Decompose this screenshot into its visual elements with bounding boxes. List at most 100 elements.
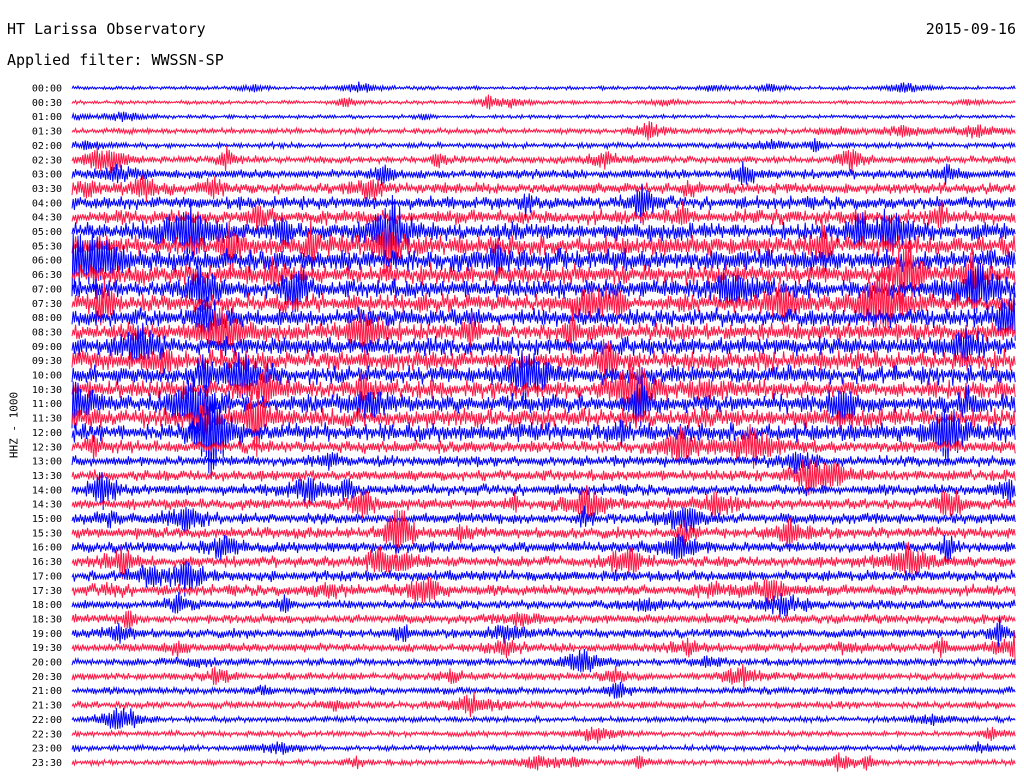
trace-line <box>71 648 1016 673</box>
time-label: 19:30 <box>32 643 62 654</box>
time-label: 21:00 <box>32 686 62 697</box>
time-label: 20:30 <box>32 672 62 683</box>
time-label: 23:30 <box>32 758 62 769</box>
time-label: 11:30 <box>32 414 62 425</box>
trace-line <box>71 577 1016 605</box>
trace-line <box>71 485 1016 522</box>
trace-line <box>71 145 1016 174</box>
time-label: 05:30 <box>32 241 62 252</box>
time-label: 15:30 <box>32 528 62 539</box>
trace-line <box>71 726 1016 744</box>
trace-line <box>71 138 1016 153</box>
time-label: 19:00 <box>32 629 62 640</box>
trace-line <box>71 322 1016 367</box>
time-label: 20:00 <box>32 658 62 669</box>
trace-line <box>71 471 1016 511</box>
trace-line <box>71 183 1016 224</box>
trace-line <box>71 631 1016 664</box>
trace-line <box>71 161 1016 186</box>
time-label: 00:00 <box>32 84 62 95</box>
time-label: 13:00 <box>32 457 62 468</box>
time-label: 17:00 <box>32 571 62 582</box>
time-label: 22:30 <box>32 729 62 740</box>
trace-line <box>71 505 1016 536</box>
time-label: 07:00 <box>32 284 62 295</box>
trace-line <box>71 350 1016 405</box>
time-label: 11:00 <box>32 399 62 410</box>
time-label: 10:30 <box>32 385 62 396</box>
time-label: 01:00 <box>32 112 62 123</box>
time-label: 03:00 <box>32 170 62 181</box>
trace-line <box>71 741 1016 755</box>
trace-line <box>71 681 1016 699</box>
time-label: 13:30 <box>32 471 62 482</box>
time-label: 10:00 <box>32 371 62 382</box>
time-label: 14:00 <box>32 485 62 496</box>
time-label: 12:00 <box>32 428 62 439</box>
time-label: 12:30 <box>32 442 62 453</box>
trace-line <box>71 560 1016 597</box>
filter-label: Applied filter: WWSSN-SP <box>7 51 224 69</box>
trace-line <box>71 390 1016 457</box>
trace-line <box>71 81 1016 93</box>
trace-line <box>71 111 1016 123</box>
time-label: 09:00 <box>32 342 62 353</box>
trace-line <box>71 232 1016 297</box>
trace-line <box>71 541 1016 580</box>
trace-line <box>71 262 1016 319</box>
time-label: 02:30 <box>32 155 62 166</box>
time-label: 03:30 <box>32 184 62 195</box>
trace-line <box>71 591 1016 618</box>
time-label: 15:00 <box>32 514 62 525</box>
time-label: 02:00 <box>32 141 62 152</box>
trace-line <box>71 338 1016 382</box>
time-label: 17:30 <box>32 586 62 597</box>
trace-line <box>71 610 1016 632</box>
time-label: 21:30 <box>32 701 62 712</box>
trace-group <box>71 81 1016 772</box>
time-label: 16:00 <box>32 543 62 554</box>
trace-line <box>71 94 1016 110</box>
station-title: HT Larissa Observatory <box>7 20 206 38</box>
trace-line <box>71 393 1016 477</box>
time-label: 04:00 <box>32 198 62 209</box>
trace-line <box>71 292 1016 341</box>
time-label: 09:30 <box>32 356 62 367</box>
trace-line <box>71 458 1016 496</box>
time-label: 23:00 <box>32 744 62 755</box>
time-label: 01:30 <box>32 127 62 138</box>
time-label: 06:00 <box>32 256 62 267</box>
trace-line <box>71 199 1016 232</box>
trace-line <box>71 752 1016 772</box>
time-label: 06:30 <box>32 270 62 281</box>
trace-line <box>71 451 1016 475</box>
trace-line <box>71 533 1016 564</box>
trace-line <box>71 175 1016 202</box>
time-label: 07:30 <box>32 299 62 310</box>
time-label: 18:00 <box>32 600 62 611</box>
trace-line <box>71 269 1016 331</box>
trace-line <box>71 362 1016 424</box>
time-label: 22:00 <box>32 715 62 726</box>
trace-line <box>71 375 1016 437</box>
time-label: 08:30 <box>32 327 62 338</box>
trace-line <box>71 616 1016 648</box>
trace-line <box>71 423 1016 469</box>
trace-line <box>71 707 1016 730</box>
trace-line <box>71 509 1016 559</box>
time-label: 04:30 <box>32 213 62 224</box>
date-label: 2015-09-16 <box>925 20 1016 38</box>
time-label: 14:30 <box>32 500 62 511</box>
trace-line <box>71 691 1016 718</box>
trace-line <box>71 120 1016 141</box>
trace-line <box>71 238 1016 311</box>
trace-line <box>71 216 1016 280</box>
time-label: 00:30 <box>32 98 62 109</box>
trace-line <box>71 663 1016 688</box>
time-label: 18:30 <box>32 614 62 625</box>
time-label: 08:00 <box>32 313 62 324</box>
time-label-group: 00:00 00:30 01:00 01:30 02:00 02:30 03:00 03:30… <box>32 84 62 769</box>
time-label: 16:30 <box>32 557 62 568</box>
time-label: 05:00 <box>32 227 62 238</box>
